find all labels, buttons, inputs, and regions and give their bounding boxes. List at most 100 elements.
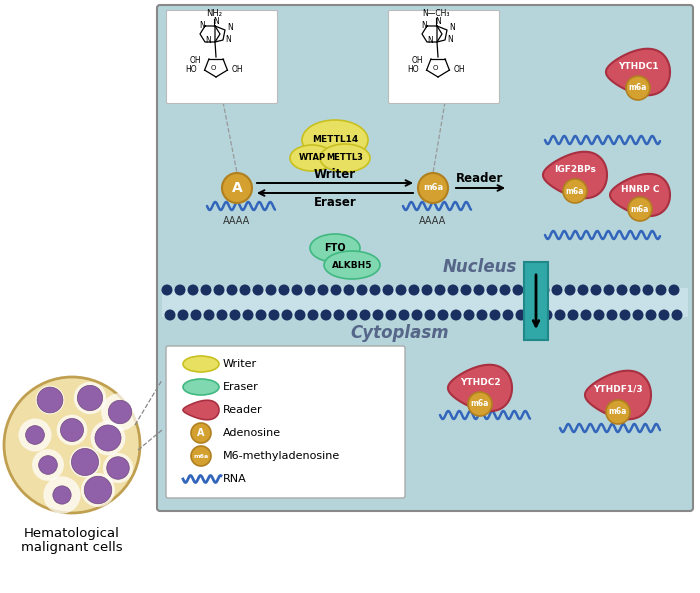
Circle shape (78, 385, 103, 410)
Circle shape (346, 310, 358, 320)
Circle shape (643, 285, 654, 295)
Text: HO: HO (185, 65, 197, 74)
Circle shape (344, 285, 354, 295)
Text: m6a: m6a (631, 205, 649, 213)
Circle shape (578, 285, 589, 295)
Circle shape (606, 310, 617, 320)
Ellipse shape (290, 145, 334, 171)
Circle shape (36, 385, 64, 415)
Circle shape (242, 310, 253, 320)
Text: malignant cells: malignant cells (21, 541, 122, 554)
Text: N: N (435, 17, 441, 26)
Circle shape (191, 423, 211, 443)
Text: m6a: m6a (471, 400, 489, 409)
Text: N: N (199, 21, 205, 30)
Circle shape (477, 310, 487, 320)
Text: M6-methyladenosine: M6-methyladenosine (223, 451, 340, 461)
Circle shape (564, 285, 575, 295)
Circle shape (101, 393, 139, 431)
Circle shape (580, 310, 592, 320)
Circle shape (655, 285, 666, 295)
Text: OH: OH (232, 65, 243, 74)
Circle shape (57, 415, 88, 445)
Circle shape (265, 285, 276, 295)
Text: m6a: m6a (629, 84, 648, 93)
Circle shape (190, 310, 202, 320)
Text: A: A (232, 181, 242, 195)
Circle shape (330, 285, 342, 295)
Text: N: N (205, 36, 211, 45)
Circle shape (372, 310, 384, 320)
Circle shape (253, 285, 263, 295)
Text: OH: OH (411, 56, 423, 65)
Polygon shape (543, 152, 607, 198)
Circle shape (214, 285, 225, 295)
Circle shape (32, 449, 64, 481)
Circle shape (620, 310, 631, 320)
Circle shape (594, 310, 605, 320)
Circle shape (230, 310, 241, 320)
Circle shape (69, 447, 100, 477)
Circle shape (528, 310, 540, 320)
Text: AAAA: AAAA (223, 216, 251, 226)
Circle shape (295, 310, 305, 320)
Circle shape (463, 310, 475, 320)
Text: N: N (447, 35, 453, 44)
Circle shape (617, 285, 627, 295)
Text: METTL14: METTL14 (312, 135, 358, 144)
Text: HNRP C: HNRP C (621, 186, 659, 195)
Circle shape (409, 285, 419, 295)
Ellipse shape (310, 234, 360, 262)
Ellipse shape (320, 144, 370, 172)
Circle shape (90, 420, 125, 455)
Text: RNA: RNA (223, 474, 246, 484)
Text: NH₂: NH₂ (206, 9, 222, 18)
Ellipse shape (183, 379, 219, 395)
Circle shape (398, 310, 409, 320)
Ellipse shape (302, 120, 368, 160)
Circle shape (421, 285, 433, 295)
Circle shape (461, 285, 472, 295)
Circle shape (321, 310, 332, 320)
Text: N: N (449, 23, 455, 32)
Circle shape (216, 310, 228, 320)
Text: Eraser: Eraser (223, 382, 259, 392)
Circle shape (281, 310, 293, 320)
Circle shape (103, 453, 133, 483)
Text: N: N (421, 21, 427, 30)
Circle shape (473, 285, 484, 295)
Text: YTHDC1: YTHDC1 (617, 62, 658, 71)
Bar (524, 262, 548, 340)
Circle shape (515, 310, 526, 320)
Circle shape (538, 285, 550, 295)
Circle shape (526, 285, 536, 295)
Circle shape (382, 285, 393, 295)
Text: Eraser: Eraser (314, 196, 356, 209)
Text: METTL3: METTL3 (327, 154, 363, 162)
Circle shape (200, 285, 211, 295)
Circle shape (360, 310, 370, 320)
Circle shape (628, 197, 652, 221)
Circle shape (386, 310, 396, 320)
Circle shape (26, 426, 44, 444)
Text: Writer: Writer (314, 168, 356, 181)
Circle shape (95, 425, 121, 451)
Circle shape (438, 310, 449, 320)
Circle shape (43, 476, 80, 514)
Text: A: A (197, 428, 204, 438)
Circle shape (552, 285, 563, 295)
Circle shape (568, 310, 578, 320)
Circle shape (279, 285, 290, 295)
Circle shape (191, 446, 211, 466)
Text: HO: HO (407, 65, 419, 74)
Circle shape (291, 285, 302, 295)
Text: OH: OH (189, 56, 201, 65)
Circle shape (563, 179, 587, 203)
Circle shape (591, 285, 601, 295)
Circle shape (356, 285, 368, 295)
Circle shape (606, 400, 630, 424)
Circle shape (659, 310, 669, 320)
FancyBboxPatch shape (167, 11, 277, 104)
Text: Hematological: Hematological (24, 527, 120, 540)
Circle shape (447, 285, 458, 295)
